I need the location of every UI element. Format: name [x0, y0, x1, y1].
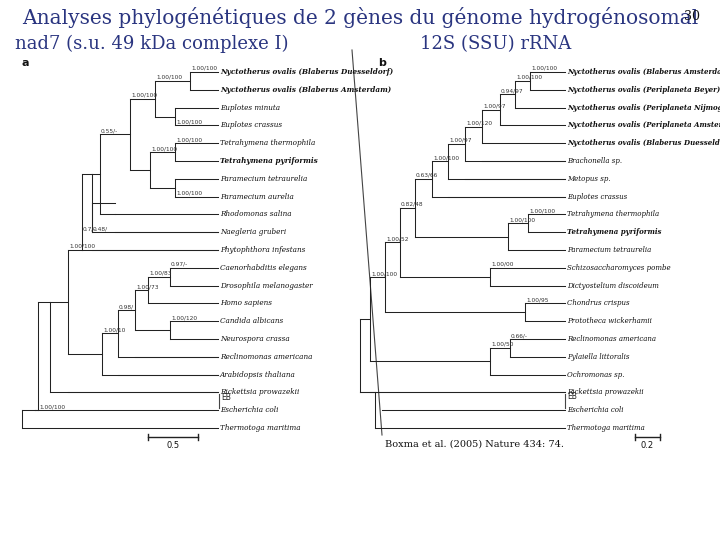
Text: Euplotes crassus: Euplotes crassus [567, 193, 627, 200]
Text: b: b [378, 58, 386, 68]
Text: Escherichia coli: Escherichia coli [567, 406, 624, 414]
Text: Tetrahymena thermophila: Tetrahymena thermophila [567, 211, 659, 218]
Text: Paramecium tetraurelia: Paramecium tetraurelia [220, 175, 307, 183]
Text: Paramecium aurelia: Paramecium aurelia [220, 193, 294, 200]
Text: 1.00/100: 1.00/100 [176, 191, 202, 195]
Text: Tetrahymena thermophila: Tetrahymena thermophila [220, 139, 315, 147]
Text: 1.00/100: 1.00/100 [176, 137, 202, 142]
Text: 1.00/97: 1.00/97 [483, 104, 505, 109]
Text: Drosophila melanogaster: Drosophila melanogaster [220, 281, 312, 289]
Text: EB: EB [567, 392, 577, 401]
Text: 0.48/: 0.48/ [93, 226, 108, 231]
Text: Escherichia coli: Escherichia coli [220, 406, 279, 414]
Text: EB: EB [221, 393, 231, 402]
Text: Brachonella sp.: Brachonella sp. [567, 157, 622, 165]
Text: Naegleria gruberi: Naegleria gruberi [220, 228, 287, 236]
Text: 1.00/100: 1.00/100 [151, 146, 177, 151]
Text: 1.00/100: 1.00/100 [156, 75, 182, 80]
Text: Metopus sp.: Metopus sp. [567, 175, 611, 183]
Text: 1.00/100: 1.00/100 [191, 66, 217, 71]
Text: 12S (SSU) rRNA: 12S (SSU) rRNA [420, 35, 571, 53]
Text: Neurospora crassa: Neurospora crassa [220, 335, 289, 343]
Text: 1.00/97: 1.00/97 [449, 138, 472, 143]
Text: Nyctotherus ovalis (Blaberus Amsterdam): Nyctotherus ovalis (Blaberus Amsterdam) [567, 68, 720, 76]
Text: 1.00/100: 1.00/100 [516, 75, 542, 80]
Text: 1.00/100: 1.00/100 [131, 93, 157, 98]
Text: 0.7/-: 0.7/- [83, 226, 96, 231]
Text: Reclinomonas americana: Reclinomonas americana [220, 353, 312, 361]
Text: 1.00/83: 1.00/83 [149, 271, 171, 276]
Text: Nyctotherus ovalis (Blaberus Duesseldorf): Nyctotherus ovalis (Blaberus Duesseldorf… [567, 139, 720, 147]
Text: 0.66/-: 0.66/- [511, 333, 528, 338]
Text: 1.00/10: 1.00/10 [103, 327, 125, 333]
Text: Rickettsia prowazekii: Rickettsia prowazekii [220, 388, 300, 396]
Text: 1.00/100: 1.00/100 [529, 208, 555, 213]
Text: 1.00/100: 1.00/100 [433, 156, 459, 160]
Text: Tetrahymena pyriformis: Tetrahymena pyriformis [220, 157, 318, 165]
Text: 1.00/95: 1.00/95 [526, 298, 549, 302]
Text: 0.55/-: 0.55/- [101, 129, 118, 133]
Text: Homo sapiens: Homo sapiens [220, 299, 272, 307]
Text: Tetrahymena pyriformis: Tetrahymena pyriformis [567, 228, 662, 236]
Text: nad7 (s.u. 49 kDa complexe I): nad7 (s.u. 49 kDa complexe I) [15, 35, 289, 53]
Text: Euplotes crassus: Euplotes crassus [220, 122, 282, 130]
Text: Reclinomonas americana: Reclinomonas americana [567, 335, 656, 343]
Text: Candida albicans: Candida albicans [220, 317, 283, 325]
Text: Nyctotherus ovalis (Periplaneta Amsterdam): Nyctotherus ovalis (Periplaneta Amsterda… [567, 122, 720, 130]
Text: Pylaiella littoralis: Pylaiella littoralis [567, 353, 629, 361]
Text: 1.00/100: 1.00/100 [69, 244, 95, 249]
Text: 1.00/73: 1.00/73 [136, 284, 158, 289]
Text: Schizosaccharomyces pombe: Schizosaccharomyces pombe [567, 264, 670, 272]
Text: a: a [22, 58, 30, 68]
Text: 1.00/100: 1.00/100 [371, 271, 397, 276]
Text: Nyctotherus ovalis (Blaberus Duesseldorf): Nyctotherus ovalis (Blaberus Duesseldorf… [220, 68, 393, 76]
Text: 1.00/120: 1.00/120 [466, 120, 492, 125]
Text: Rhodomonas salina: Rhodomonas salina [220, 211, 292, 218]
Text: 1.00/100: 1.00/100 [176, 119, 202, 124]
Text: 0.98/: 0.98/ [119, 304, 134, 309]
Text: Phytophthora infestans: Phytophthora infestans [220, 246, 305, 254]
Text: 1.00/100: 1.00/100 [39, 404, 65, 409]
Text: Dictyostelium discoideum: Dictyostelium discoideum [567, 281, 659, 289]
Text: Nyctotherus ovalis (Periplaneta Beyer): Nyctotherus ovalis (Periplaneta Beyer) [567, 86, 720, 94]
Text: 1.00/52: 1.00/52 [386, 236, 408, 241]
Text: Rickettsia prowazekii: Rickettsia prowazekii [567, 388, 644, 396]
Text: Chondrus crispus: Chondrus crispus [567, 299, 629, 307]
Text: 1.00/50: 1.00/50 [491, 342, 513, 347]
Text: Euplotes minuta: Euplotes minuta [220, 104, 280, 112]
Text: 0.94/97: 0.94/97 [501, 88, 523, 93]
Text: 1.00/100: 1.00/100 [509, 217, 535, 222]
Text: 0.2: 0.2 [641, 441, 654, 450]
Text: Caenorhabditis elegans: Caenorhabditis elegans [220, 264, 307, 272]
Text: Ochromonas sp.: Ochromonas sp. [567, 370, 624, 379]
Text: Paramecium tetraurelia: Paramecium tetraurelia [567, 246, 652, 254]
Text: Thermotoga maritima: Thermotoga maritima [567, 424, 644, 432]
Text: 1.00/100: 1.00/100 [531, 66, 557, 71]
Text: Arabidopsis thaliana: Arabidopsis thaliana [220, 370, 296, 379]
Text: Analyses phylogénétiques de 2 gènes du génome hydrogénosomal: Analyses phylogénétiques de 2 gènes du g… [22, 7, 698, 28]
Text: Boxma et al. (2005) Nature 434: 74.: Boxma et al. (2005) Nature 434: 74. [385, 440, 564, 449]
Text: 0.82/48: 0.82/48 [401, 202, 423, 207]
Text: 30: 30 [684, 10, 700, 23]
Text: 1.00/00: 1.00/00 [491, 262, 513, 267]
Text: Nyctotherus ovalis (Periplaneta Nijmogen): Nyctotherus ovalis (Periplaneta Nijmogen… [567, 104, 720, 112]
Text: Prototheca wickerhamii: Prototheca wickerhamii [567, 317, 652, 325]
Text: 0.63/66: 0.63/66 [416, 173, 438, 178]
Text: Thermotoga maritima: Thermotoga maritima [220, 424, 301, 432]
Text: 0.5: 0.5 [166, 441, 179, 450]
Text: 0.97/-: 0.97/- [171, 262, 188, 267]
Text: 1.00/120: 1.00/120 [171, 315, 197, 320]
Text: Nyctotherus ovalis (Blaberus Amsterdam): Nyctotherus ovalis (Blaberus Amsterdam) [220, 86, 391, 94]
